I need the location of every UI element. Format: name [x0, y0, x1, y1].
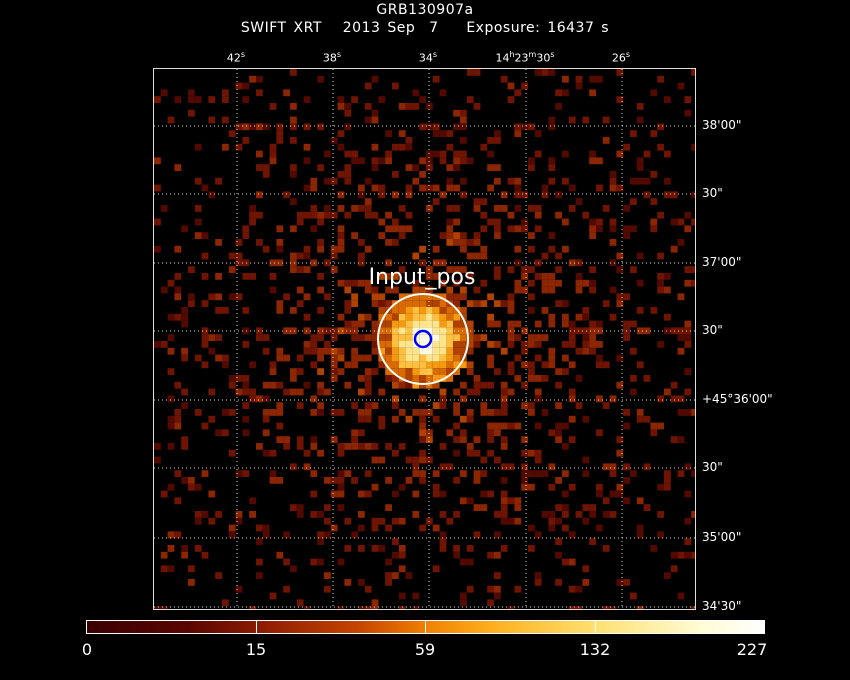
- dec-tick-label: 30": [702, 186, 723, 200]
- image-subtitle: SWIFT XRT 2013 Sep 7 Exposure: 16437 s: [240, 20, 610, 36]
- input-position-circle: [413, 329, 433, 349]
- colorbar-tick: [595, 620, 596, 634]
- dec-tick-label: 30": [702, 460, 723, 474]
- dec-tick-label: 34'30": [702, 599, 742, 613]
- image-title: GRB130907a: [376, 2, 474, 18]
- dec-tick-label: +45°36'00": [702, 392, 773, 406]
- colorbar-tick: [425, 620, 426, 634]
- dec-tick-label: 30": [702, 323, 723, 337]
- colorbar-label: 59: [414, 640, 436, 659]
- ra-tick-label: 14h23m30s: [495, 50, 555, 65]
- count-pixels: [154, 69, 695, 609]
- ra-tick-label: 26s: [611, 50, 631, 65]
- colorbar-label: 15: [245, 640, 267, 659]
- source-label: Input_pos: [369, 265, 476, 290]
- ra-tick-label: 34s: [418, 50, 438, 65]
- xray-image: Input_pos: [153, 68, 696, 610]
- colorbar-label: 0: [81, 640, 93, 659]
- ra-tick-label: 42s: [226, 50, 246, 65]
- xray-image-canvas: Input_pos: [154, 69, 695, 609]
- dec-tick-label: 35'00": [702, 530, 742, 544]
- dec-tick-label: 37'00": [702, 255, 742, 269]
- colorbar-label: 132: [579, 640, 611, 659]
- dec-tick-label: 38'00": [702, 118, 742, 132]
- ra-tick-label: 38s: [322, 50, 342, 65]
- colorbar-label: 227: [736, 640, 768, 659]
- source-region-circle: [377, 293, 469, 385]
- coordinate-grid: [154, 69, 695, 609]
- colorbar-tick: [256, 620, 257, 634]
